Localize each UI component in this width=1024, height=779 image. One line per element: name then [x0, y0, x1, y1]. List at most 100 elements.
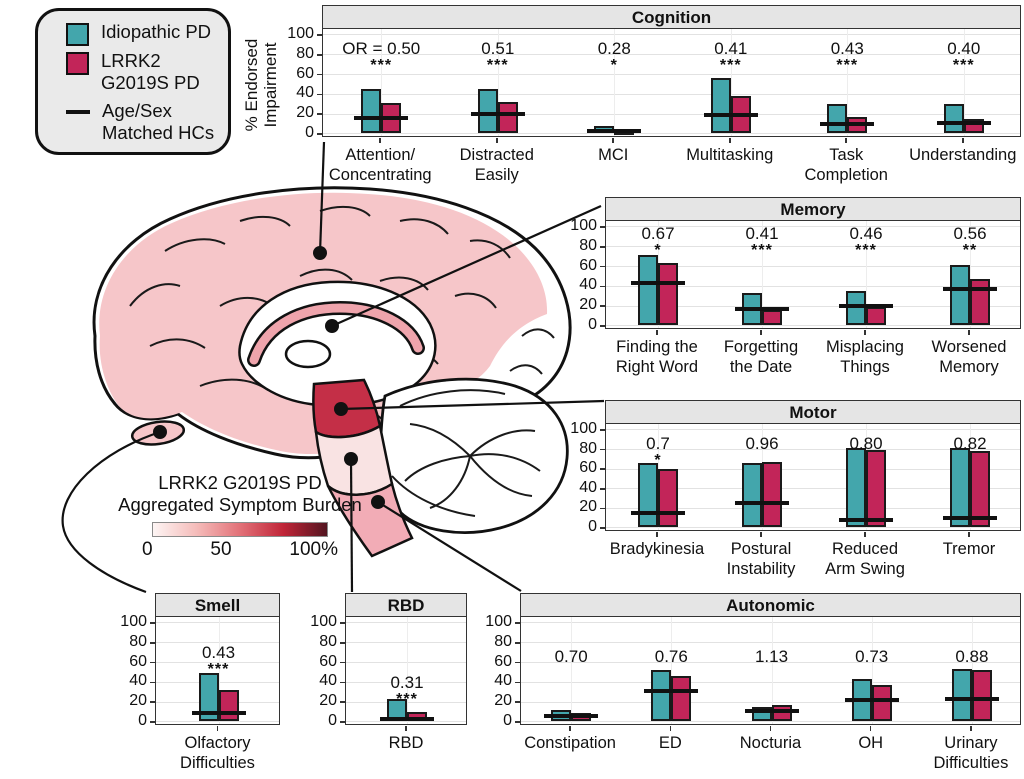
panel-autonomic: Autonomic 0.70 0.76 1.13 0.73 0.88 0 20 40 60 80 10…	[485, 593, 1024, 779]
gridline	[606, 305, 1020, 307]
bar-lrrk2	[658, 468, 678, 528]
odds-ratio-label: 0.41	[745, 224, 779, 244]
gridline	[606, 488, 1020, 490]
gridline-vertical	[497, 29, 499, 137]
x-tick-label-line: Arm Swing	[825, 559, 905, 578]
hc-line-swatch	[66, 110, 90, 114]
x-tick-label: Forgetting the Date	[695, 338, 827, 377]
y-tick-mark	[515, 622, 520, 624]
y-tick-mark	[150, 701, 155, 703]
y-tick-label: 0	[588, 316, 597, 333]
bar-lrrk2	[762, 461, 782, 528]
y-tick-label: 0	[588, 518, 597, 535]
y-tick-mark	[600, 507, 605, 510]
bar-lrrk2	[771, 704, 792, 722]
corpus-callosum	[249, 303, 423, 365]
x-tick-label-line: Constipation	[524, 734, 616, 752]
hc-reference-line	[703, 112, 758, 117]
bar-idiopathic	[651, 669, 672, 722]
x-tick-label-line: Urinary	[944, 734, 998, 752]
gridline	[156, 661, 279, 663]
odds-ratio-label: 0.88	[955, 647, 989, 667]
significance-stars: ***	[207, 661, 230, 679]
x-tick-mark	[970, 726, 972, 731]
brain-dot-motor	[334, 402, 348, 416]
x-tick-label-line: Right Word	[615, 357, 699, 376]
gridline	[323, 73, 1020, 75]
gridline	[156, 622, 279, 624]
bar-idiopathic	[827, 103, 848, 134]
gridline	[156, 642, 279, 644]
y-tick-mark	[600, 246, 605, 248]
y-tick-mark	[600, 448, 605, 451]
odds-ratio-label: 0.70	[554, 647, 588, 667]
hc-reference-line	[943, 515, 997, 520]
y-tick-mark	[515, 681, 520, 684]
y-tick-mark	[600, 488, 605, 490]
odds-ratio-label: 0.73	[855, 647, 889, 667]
y-tick-label: 80	[296, 44, 314, 62]
plot-area: 0.70 0.76 1.13 0.73 0.88	[520, 616, 1021, 726]
gridline	[346, 661, 466, 663]
x-tick-label-line: the Date	[729, 357, 793, 376]
gridline-vertical	[847, 29, 849, 137]
x-tick-label-line: Understanding	[909, 146, 1017, 164]
y-tick-label: 0	[328, 712, 337, 729]
x-tick-mark	[379, 138, 382, 143]
brain-dot-smell	[153, 425, 167, 439]
odds-ratio-label: 0.80	[849, 434, 883, 454]
significance-stars: ***	[751, 242, 773, 260]
gridline	[606, 285, 1020, 287]
hc-reference-line	[380, 717, 434, 722]
panel-motor: Motor 0.7 * 0.96 0.80 0.82 0 20 40 60 80 100 Bradyki…	[570, 400, 1021, 588]
significance-stars: ***	[855, 242, 877, 260]
y-tick-label: 40	[579, 478, 597, 496]
gridline	[521, 661, 1020, 663]
hc-reference-line	[936, 120, 991, 125]
plot-area: 0.31 ***	[345, 616, 467, 726]
scale-title-line1: LRRK2 G2019S PD	[158, 472, 322, 493]
y-tick-label: 0	[503, 712, 512, 729]
odds-ratio-label: 0.7	[646, 434, 670, 454]
x-tick-label: Multitasking	[658, 146, 803, 166]
hc-reference-line	[744, 708, 799, 713]
panel-title: RBD	[345, 593, 467, 618]
brain-dot-rbd	[344, 452, 358, 466]
y-tick-mark	[340, 642, 345, 644]
odds-ratio-label: 0.51	[481, 39, 515, 59]
bar-lrrk2	[871, 684, 892, 722]
x-tick-label-line: Instability	[726, 559, 796, 578]
x-tick-label: Olfactory Difficulties	[141, 734, 294, 773]
y-tick-label: 60	[579, 256, 597, 274]
y-tick-mark	[515, 642, 520, 644]
connector-autonomic	[377, 501, 522, 592]
gridline-vertical	[381, 29, 383, 137]
gridline	[521, 681, 1020, 683]
y-tick-label: 80	[579, 439, 597, 457]
odds-ratio-label: 0.43	[830, 39, 864, 59]
hc-reference-line	[839, 517, 893, 522]
hc-reference-line	[587, 129, 642, 134]
y-tick-label: 40	[319, 672, 337, 690]
y-tick-mark	[340, 661, 345, 664]
x-tick-label-line: Nocturia	[739, 734, 802, 752]
gridline	[323, 54, 1020, 56]
y-tick-label: 80	[494, 632, 512, 650]
x-tick-label-line: OH	[858, 734, 884, 752]
odds-ratio-label: 0.56	[953, 224, 987, 244]
panel-title: Motor	[605, 400, 1021, 425]
gridline	[606, 429, 1020, 431]
legend-label: Idiopathic PD	[101, 21, 212, 42]
y-tick-label: 100	[120, 613, 147, 630]
x-tick-label-line: Memory	[939, 357, 999, 376]
x-tick-label: Urinary Difficulties	[907, 734, 1024, 773]
hc-reference-line	[735, 500, 789, 505]
medulla	[326, 482, 414, 558]
idiopathic-color-swatch	[66, 23, 89, 46]
gridline	[606, 226, 1020, 228]
gridline	[323, 133, 1020, 135]
legend-item-hc: Age/Sex Matched HCs	[66, 100, 228, 144]
panel-memory: Memory 0.67 * 0.41 *** 0.46 *** 0.56 ** 0 20 40 60 80…	[570, 197, 1021, 386]
gridline	[521, 642, 1020, 644]
x-tick-label: Bradykinesia	[591, 540, 723, 560]
